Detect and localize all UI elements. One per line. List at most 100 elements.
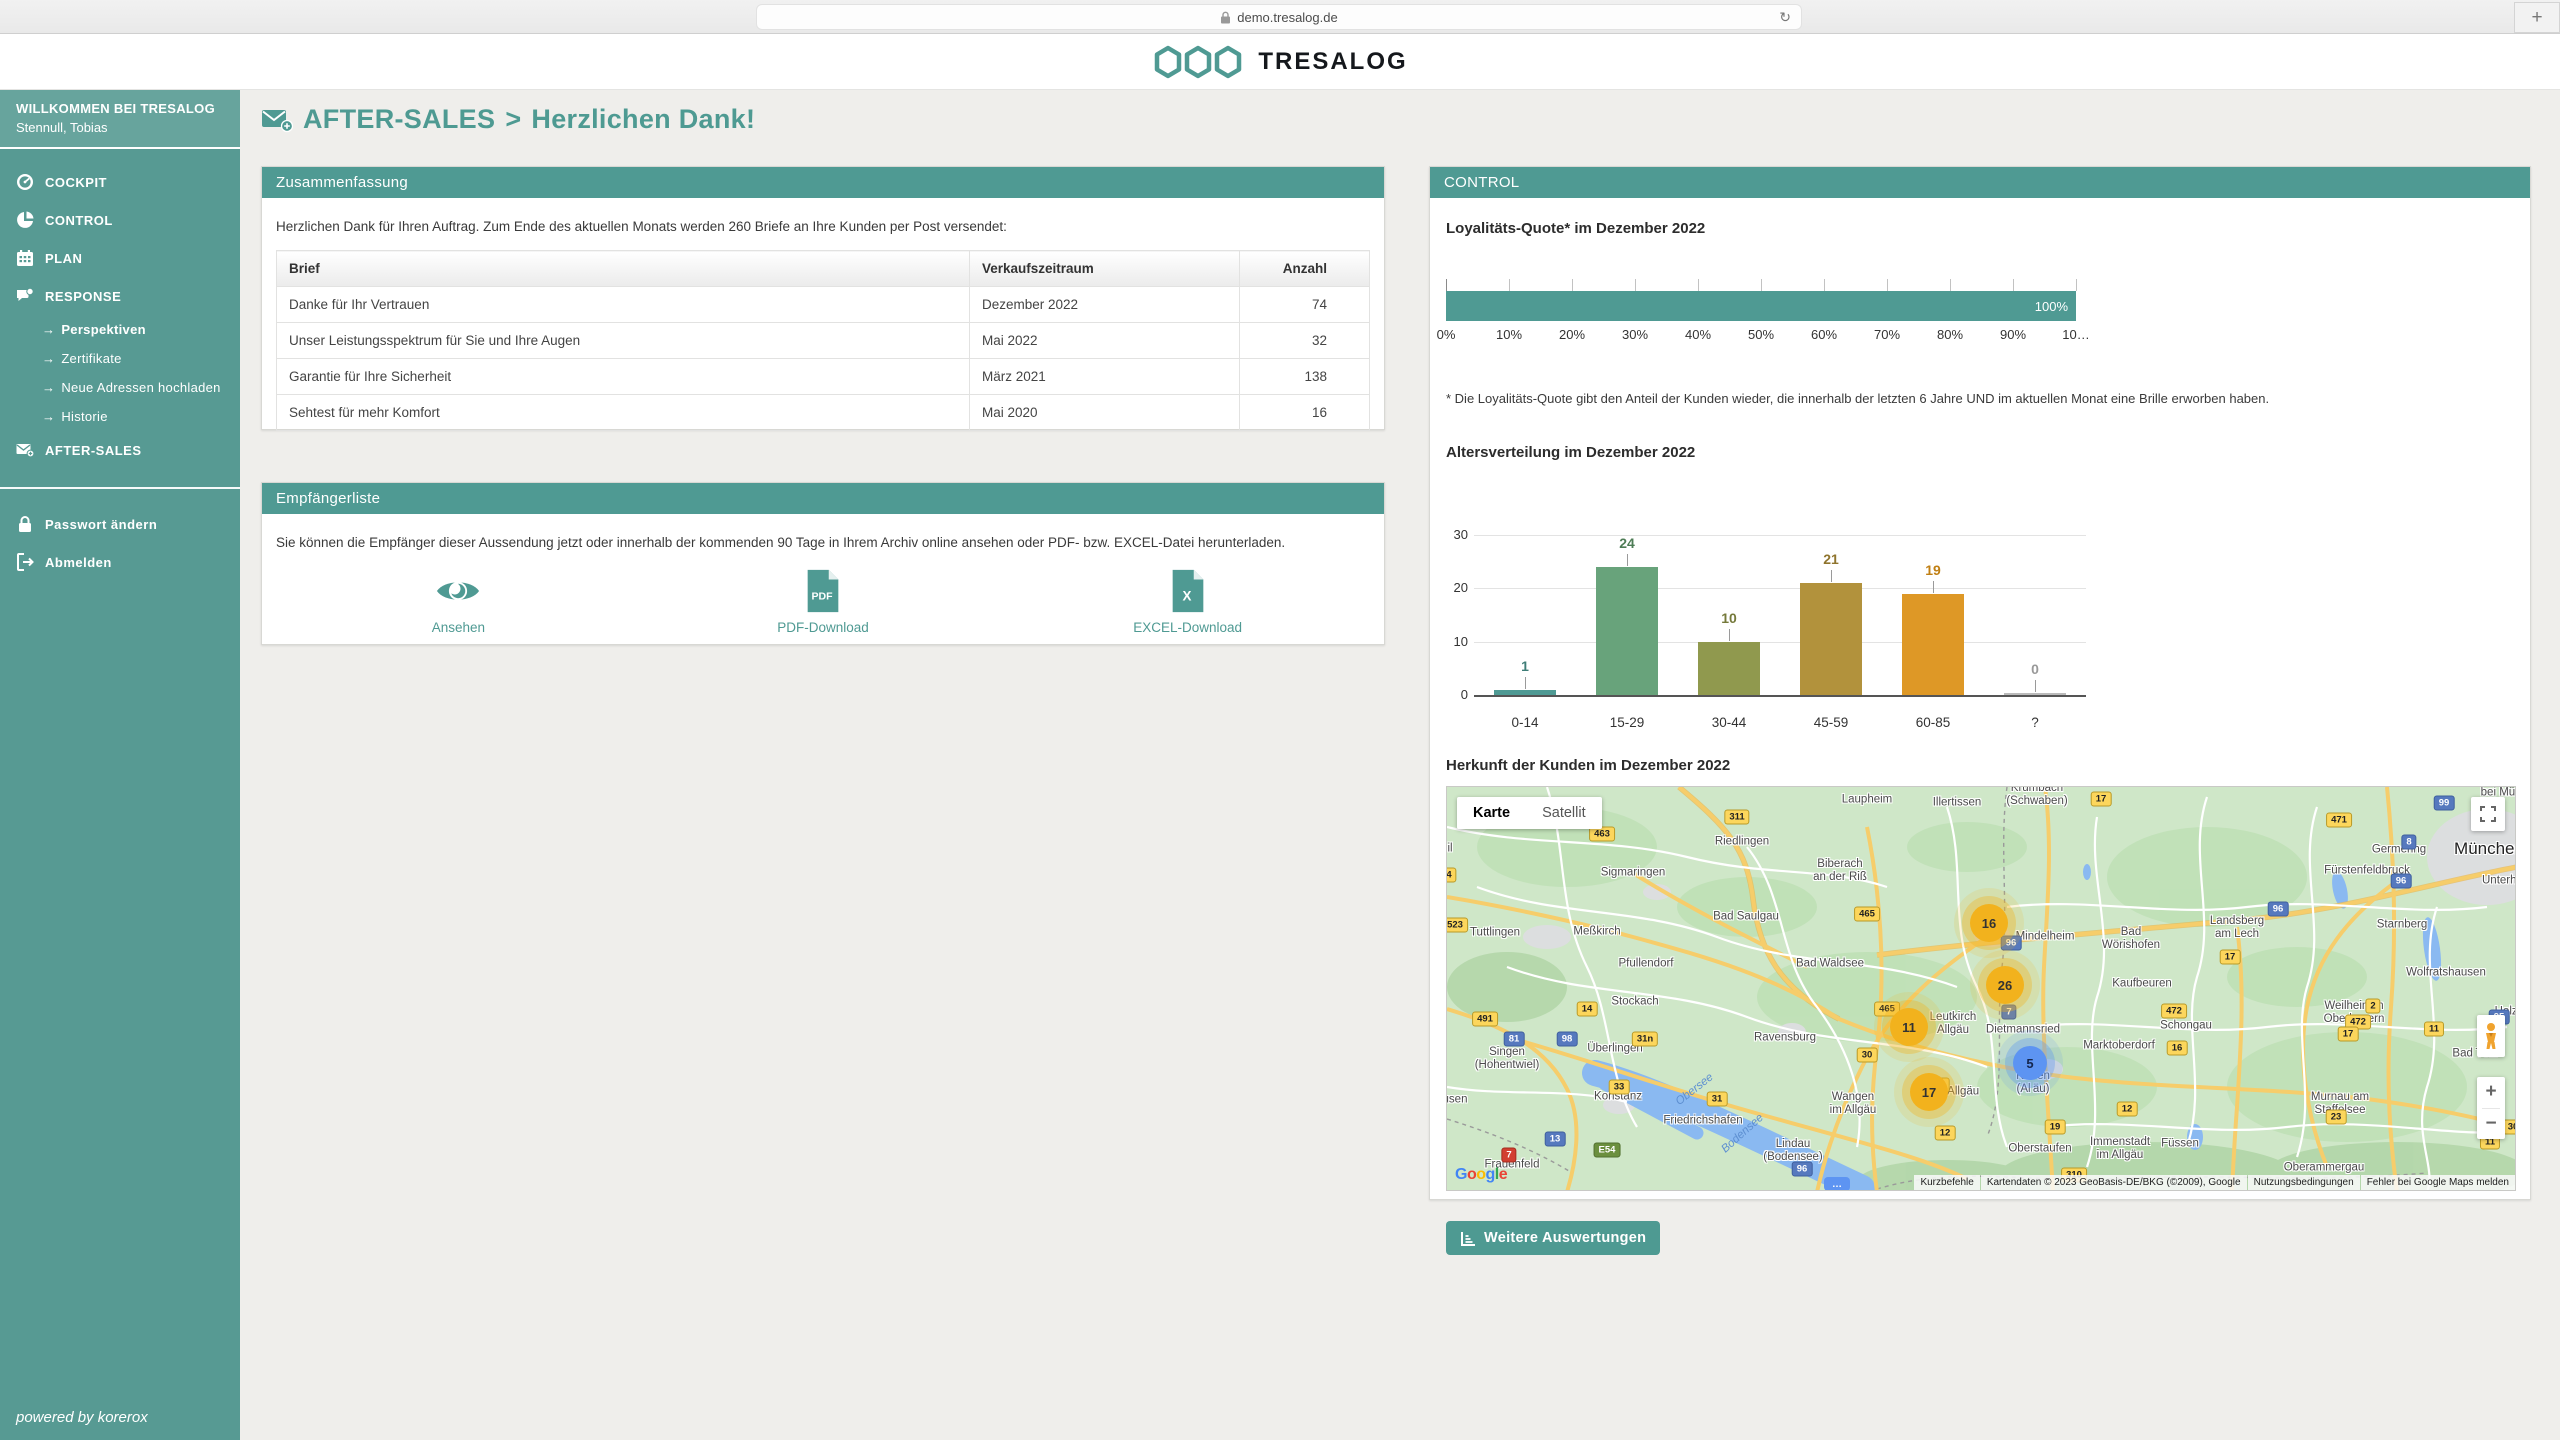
sidebar-item-label: Passwort ändern xyxy=(45,517,157,532)
axis-tick xyxy=(1761,279,1762,291)
new-tab-button[interactable]: + xyxy=(2514,2,2560,33)
map-attribution-link[interactable]: Fehler bei Google Maps melden xyxy=(2361,1175,2515,1190)
cluster-marker-26[interactable]: 26 xyxy=(1986,966,2024,1004)
road-shield: 7 xyxy=(1501,1148,1516,1163)
svg-text:X: X xyxy=(1182,589,1191,604)
main-content: AFTER-SALES > Herzlichen Dank! Zusammenf… xyxy=(240,90,2560,1440)
loyalty-value-label: 100% xyxy=(2035,299,2068,314)
lock-icon xyxy=(1220,11,1231,24)
map-place-label: Illertissen xyxy=(1933,796,1982,809)
recipients-intro: Sie können die Empfänger dieser Aussendu… xyxy=(276,535,1370,550)
x-axis-label: 15-29 xyxy=(1577,715,1677,730)
map-place-label: Bad Saulgau xyxy=(1713,910,1779,923)
cluster-marker-16[interactable]: 16 xyxy=(1970,904,2008,942)
svg-text:PDF: PDF xyxy=(812,591,834,603)
pegman-icon[interactable] xyxy=(2477,1015,2505,1057)
summary-panel: Zusammenfassung Herzlichen Dank für Ihre… xyxy=(261,166,1385,430)
lock-icon xyxy=(16,515,34,533)
map-place-label: Wolfratshausen xyxy=(2406,966,2486,979)
map-type-karte[interactable]: Karte xyxy=(1457,797,1526,829)
map-attribution-link[interactable]: Nutzungsbedingungen xyxy=(2248,1175,2360,1190)
map-place-label: Wangen im Allgäu xyxy=(1830,1091,1877,1117)
axis-tick xyxy=(2076,279,2077,291)
cluster-marker-5[interactable]: 5 xyxy=(2013,1046,2047,1080)
sidebar-item-abmelden[interactable]: Abmelden xyxy=(0,543,240,581)
sidebar-subitem-zertifikate[interactable]: →Zertifikate xyxy=(0,344,240,373)
road-shield: 96 xyxy=(2391,874,2412,889)
pie-icon xyxy=(16,211,34,229)
road-shield: 471 xyxy=(2326,813,2352,828)
reload-icon[interactable]: ↻ xyxy=(1779,9,1791,26)
sidebar-item-control[interactable]: CONTROL xyxy=(0,201,240,239)
sidebar-item-plan[interactable]: PLAN xyxy=(0,239,240,277)
logout-icon xyxy=(16,553,34,571)
axis-tick xyxy=(1950,279,1951,291)
sidebar-subitem-historie[interactable]: →Historie xyxy=(0,402,240,431)
cluster-marker-…[interactable]: … xyxy=(1824,1177,1850,1191)
action-ansehen[interactable]: Ansehen xyxy=(276,568,641,635)
cluster-marker-17[interactable]: 17 xyxy=(1910,1073,1948,1111)
road-shield: 465 xyxy=(1854,907,1880,922)
value-stem xyxy=(1729,629,1730,641)
zoom-out-button[interactable]: − xyxy=(2477,1109,2505,1140)
welcome-title: WILLKOMMEN BEI TRESALOG xyxy=(16,101,224,116)
bar-value-label: 21 xyxy=(1800,551,1862,567)
map-place-label: Germering xyxy=(2372,843,2426,856)
x-axis-label: 0-14 xyxy=(1475,715,1575,730)
gridline xyxy=(1474,535,2086,536)
road-shield: 31 xyxy=(1707,1092,1728,1107)
sidebar-item-response[interactable]: RESPONSE xyxy=(0,277,240,315)
zeitraum-cell: Dezember 2022 xyxy=(970,287,1240,323)
axis-tick-label: 0% xyxy=(1424,327,1468,342)
road-shield: 16 xyxy=(2167,1041,2188,1056)
breadcrumb-separator: > xyxy=(505,104,521,135)
cluster-marker-11[interactable]: 11 xyxy=(1890,1008,1928,1046)
control-panel: CONTROL Loyalitäts-Quote* im Dezember 20… xyxy=(1429,166,2531,1200)
map-place-label: Leutkirch Allgäu xyxy=(1930,1011,1977,1037)
more-reports-button[interactable]: Weitere Auswertungen xyxy=(1446,1221,1660,1255)
axis-tick-label: 60% xyxy=(1802,327,1846,342)
sidebar-item-passwort-ändern[interactable]: Passwort ändern xyxy=(0,505,240,543)
road-shield: 7 xyxy=(2001,1005,2016,1020)
tresalog-logo-icon xyxy=(1152,45,1244,79)
map-place-label: München xyxy=(2454,839,2516,859)
breadcrumb: AFTER-SALES xyxy=(303,104,495,135)
axis-tick-label: 10… xyxy=(2054,327,2098,342)
road-shield: 4 xyxy=(1446,868,1457,883)
summary-panel-header: Zusammenfassung xyxy=(262,167,1384,198)
loyalty-title: Loyalitäts-Quote* im Dezember 2022 xyxy=(1446,220,2514,237)
sidebar-item-after-sales[interactable]: AFTER-SALES xyxy=(0,431,240,469)
excel-file-icon: X xyxy=(1165,568,1211,614)
age-bar-45-59 xyxy=(1800,583,1862,695)
fullscreen-icon[interactable] xyxy=(2471,797,2505,831)
gridline xyxy=(1474,695,2086,697)
axis-tick xyxy=(1509,279,1510,291)
sidebar-item-label: COCKPIT xyxy=(45,175,107,190)
map-place-label: Riedlingen xyxy=(1715,835,1769,848)
summary-col-header: Brief xyxy=(277,251,970,287)
url-bar[interactable]: demo.tresalog.de ↻ xyxy=(756,4,1802,30)
axis-tick xyxy=(2013,279,2014,291)
x-axis-label: 60-85 xyxy=(1883,715,1983,730)
zeitraum-cell: Mai 2020 xyxy=(970,395,1240,431)
map-attribution-link[interactable]: Kurzbefehle xyxy=(1914,1175,1979,1190)
sidebar-item-cockpit[interactable]: COCKPIT xyxy=(0,163,240,201)
map-type-satellit[interactable]: Satellit xyxy=(1526,797,1602,829)
anzahl-cell: 74 xyxy=(1240,287,1370,323)
road-shield: 472 xyxy=(2161,1004,2187,1019)
sidebar-divider xyxy=(0,487,240,489)
google-logo: Google xyxy=(1455,1166,1507,1184)
value-stem xyxy=(1627,554,1628,566)
sidebar-subitem-label: Neue Adressen hochladen xyxy=(61,380,220,395)
sidebar-subitem-perspektiven[interactable]: →Perspektiven xyxy=(0,315,240,344)
summary-col-header: Anzahl xyxy=(1240,251,1370,287)
map-place-label: Dietmannsried xyxy=(1986,1023,2060,1036)
zoom-in-button[interactable]: + xyxy=(2477,1077,2505,1108)
sidebar-subitem-neue-adressen-hochladen[interactable]: →Neue Adressen hochladen xyxy=(0,373,240,402)
axis-tick xyxy=(1572,279,1573,291)
road-shield: 8 xyxy=(2401,835,2416,850)
